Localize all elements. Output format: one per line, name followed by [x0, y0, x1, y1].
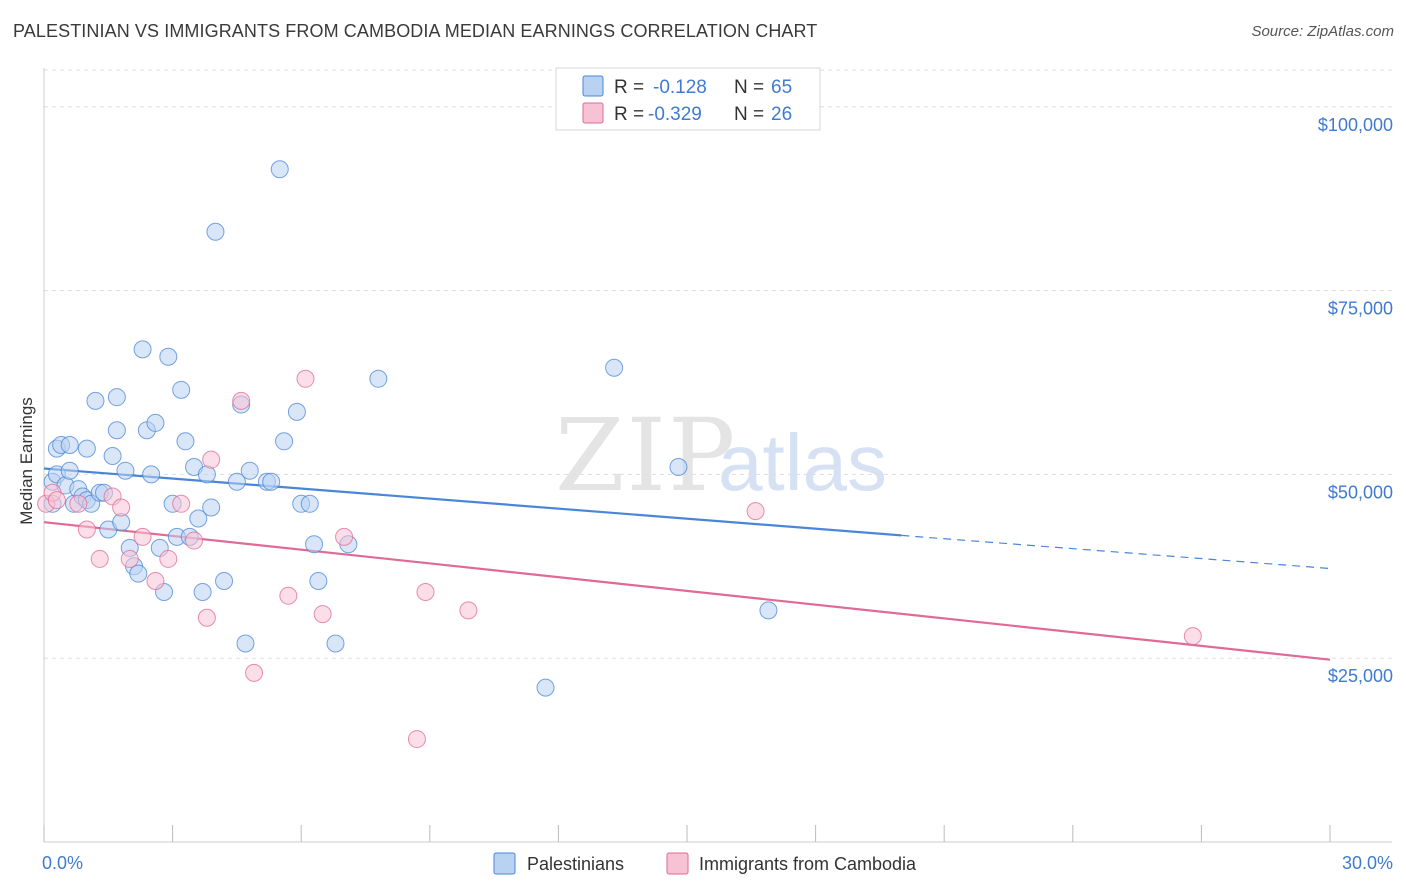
point-palestinians	[215, 571, 234, 590]
stats-r-value: -0.329	[648, 104, 702, 125]
source-credit: Source: ZipAtlas.com	[1251, 23, 1394, 40]
stats-swatch-cambodia	[582, 102, 604, 124]
point-cambodia	[746, 502, 765, 521]
points-layer	[37, 160, 1202, 749]
stats-r-label: R =	[614, 77, 644, 98]
point-palestinians	[159, 347, 178, 366]
point-cambodia	[245, 663, 264, 682]
point-palestinians	[116, 461, 135, 480]
grid-layer	[44, 69, 1392, 659]
point-palestinians	[669, 458, 688, 477]
point-palestinians	[103, 447, 122, 465]
point-cambodia	[459, 601, 478, 620]
point-palestinians	[176, 432, 195, 451]
y-tick-label: $100,000	[1318, 115, 1393, 135]
stats-n-label: N =	[734, 104, 764, 125]
point-palestinians	[133, 340, 152, 359]
point-cambodia	[185, 531, 204, 550]
legend-swatch-cambodia	[666, 852, 689, 875]
point-palestinians	[240, 461, 259, 480]
trend-line-cambodia	[43, 521, 1331, 661]
point-palestinians	[605, 358, 624, 377]
point-palestinians	[172, 380, 191, 399]
watermark-atlas: atlas	[718, 418, 887, 507]
stats-n-value: 65	[771, 77, 792, 98]
point-palestinians	[189, 509, 208, 528]
legend-swatch-palestinians	[493, 852, 516, 875]
stats-swatch-palestinians	[582, 75, 604, 97]
point-cambodia	[407, 730, 426, 749]
point-cambodia	[90, 549, 109, 568]
point-palestinians	[369, 369, 388, 388]
trend-extension-palestinians	[901, 534, 1331, 570]
point-cambodia	[112, 498, 131, 517]
stats-r-value: -0.128	[653, 77, 707, 98]
point-palestinians	[107, 421, 126, 440]
point-palestinians	[236, 634, 255, 653]
stats-n-label: N =	[734, 77, 764, 98]
point-palestinians	[305, 535, 324, 554]
point-cambodia	[232, 391, 251, 410]
point-cambodia	[133, 527, 152, 546]
point-palestinians	[300, 494, 319, 513]
point-palestinians	[202, 498, 221, 517]
point-cambodia	[202, 450, 221, 469]
legend: Palestinians Immigrants from Cambodia	[493, 852, 917, 875]
point-cambodia	[120, 549, 139, 568]
point-palestinians	[129, 564, 148, 583]
point-cambodia	[69, 494, 88, 513]
point-palestinians	[146, 413, 165, 432]
trend-line-palestinians	[43, 467, 902, 537]
point-cambodia	[335, 527, 354, 546]
point-palestinians	[326, 634, 345, 653]
point-palestinians	[227, 472, 246, 491]
point-cambodia	[416, 583, 435, 602]
point-palestinians	[309, 571, 328, 590]
point-palestinians	[60, 461, 79, 480]
stats-n-value: 26	[771, 104, 792, 125]
point-palestinians	[270, 160, 289, 179]
y-tick-label: $25,000	[1328, 666, 1393, 686]
trend-layer	[43, 467, 1331, 661]
point-cambodia	[279, 586, 298, 605]
stats-r-label: R =	[614, 104, 644, 125]
point-cambodia	[172, 494, 191, 513]
point-cambodia	[313, 605, 332, 624]
y-tick-label: $50,000	[1328, 482, 1393, 502]
y-tick-label: $75,000	[1328, 299, 1393, 319]
point-cambodia	[296, 369, 315, 388]
point-palestinians	[262, 472, 281, 491]
point-cambodia	[146, 571, 165, 590]
point-palestinians	[759, 601, 778, 620]
point-palestinians	[536, 678, 555, 697]
stats-box: R = -0.128 N = 65 R = -0.329 N = 26	[555, 67, 821, 131]
point-palestinians	[287, 402, 306, 421]
y-axis-title: Median Earnings	[17, 397, 36, 525]
point-cambodia	[47, 491, 66, 510]
point-palestinians	[60, 435, 79, 454]
point-palestinians	[206, 222, 225, 241]
point-cambodia	[159, 549, 178, 568]
point-palestinians	[86, 391, 105, 410]
x-tick-label: 0.0%	[42, 853, 83, 873]
point-palestinians	[107, 388, 126, 407]
legend-label-cambodia: Immigrants from Cambodia	[699, 854, 917, 874]
watermark-zip: ZIP	[555, 397, 737, 514]
point-cambodia	[197, 608, 216, 627]
legend-label-palestinians: Palestinians	[527, 854, 624, 874]
x-tick-label: 30.0%	[1342, 853, 1393, 873]
chart-title: PALESTINIAN VS IMMIGRANTS FROM CAMBODIA …	[13, 21, 818, 41]
axis-layer: $25,000 $50,000 $75,000 $100,000 0.0% 30.0%	[42, 68, 1393, 873]
point-palestinians	[193, 583, 212, 602]
point-cambodia	[1183, 627, 1202, 646]
point-palestinians	[275, 432, 294, 451]
point-palestinians	[142, 465, 161, 484]
point-cambodia	[77, 520, 96, 539]
point-palestinians	[77, 439, 96, 458]
